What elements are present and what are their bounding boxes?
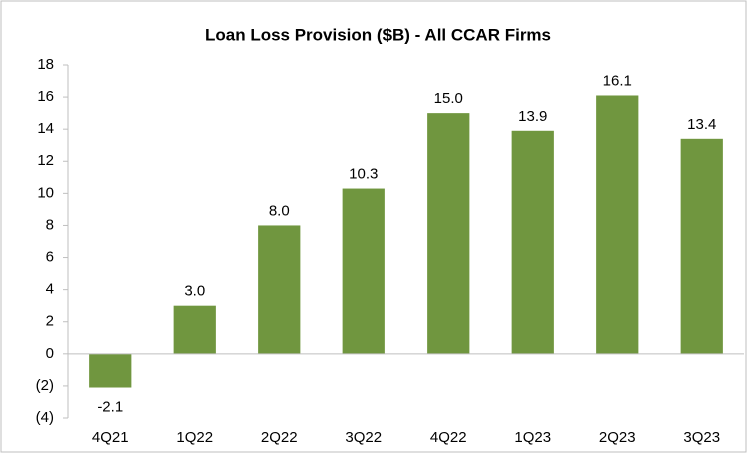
value-label: 8.0 — [269, 202, 290, 219]
y-tick-label: 2 — [46, 313, 54, 330]
y-tick-label: 18 — [37, 56, 54, 73]
x-tick-label: 2Q23 — [599, 429, 636, 446]
value-label: -2.1 — [97, 398, 123, 415]
value-label: 13.4 — [687, 116, 716, 133]
value-label: 15.0 — [434, 90, 463, 107]
bar — [680, 138, 723, 354]
bar — [342, 188, 385, 354]
y-tick-label: (2) — [36, 377, 54, 394]
x-tick-label: 3Q22 — [345, 429, 382, 446]
y-tick-label: 6 — [46, 249, 54, 266]
bar — [173, 305, 216, 354]
value-label: 3.0 — [184, 283, 205, 300]
y-tick-label: 12 — [37, 152, 54, 169]
y-tick-label: (4) — [36, 409, 54, 426]
value-label: 10.3 — [349, 166, 378, 183]
x-tick-label: 2Q22 — [261, 429, 298, 446]
y-tick-label: 0 — [46, 345, 54, 362]
bar — [427, 113, 470, 354]
y-tick-label: 4 — [46, 281, 54, 298]
x-tick-label: 1Q22 — [176, 429, 213, 446]
y-tick-label: 10 — [37, 184, 54, 201]
y-tick-label: 14 — [37, 120, 54, 137]
bar — [89, 353, 132, 388]
value-label: 13.9 — [518, 108, 547, 125]
x-tick-label: 4Q22 — [430, 429, 467, 446]
bar — [258, 225, 301, 354]
bar — [596, 95, 639, 354]
chart-title: Loan Loss Provision ($B) - All CCAR Firm… — [205, 25, 551, 44]
x-tick-label: 4Q21 — [92, 429, 129, 446]
value-label: 16.1 — [603, 72, 632, 89]
x-tick-label: 3Q23 — [683, 429, 720, 446]
y-tick-label: 16 — [37, 88, 54, 105]
x-tick-label: 1Q23 — [514, 429, 551, 446]
y-tick-label: 8 — [46, 216, 54, 233]
bar — [511, 130, 554, 354]
